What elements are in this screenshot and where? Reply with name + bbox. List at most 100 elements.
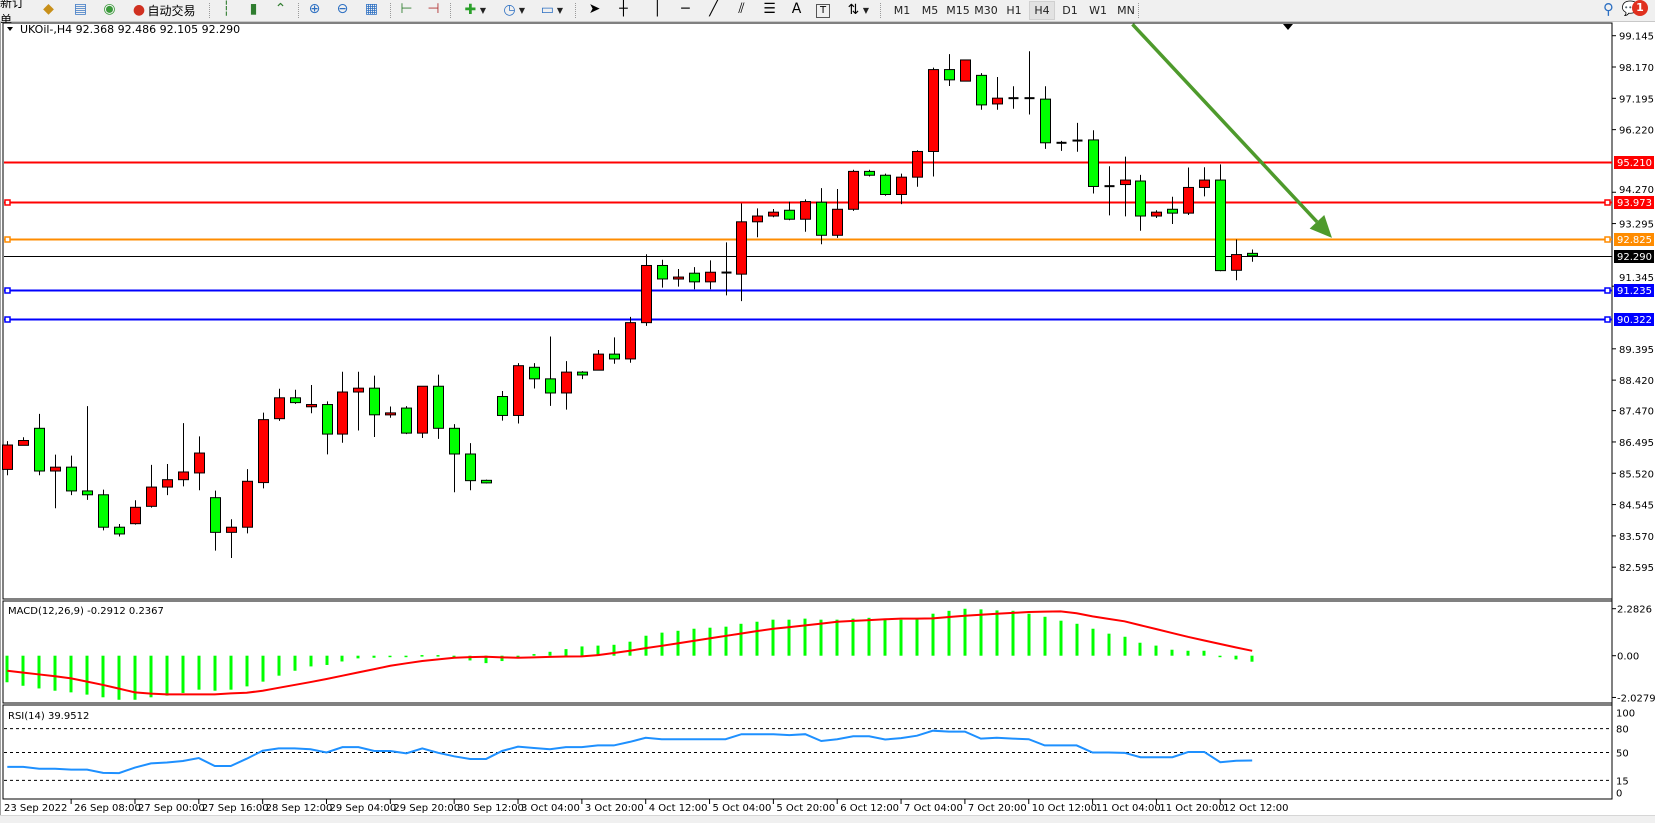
macd-bar [500, 655, 504, 662]
time-label: 28 Sep 12:00 [266, 803, 333, 814]
price-tick-label: 91.345 [1619, 273, 1654, 284]
timeframe-d1[interactable]: D1 [1062, 4, 1078, 17]
timeframe-m30[interactable]: M30 [974, 4, 998, 17]
auto-trading-label: 自动交易 [147, 4, 196, 18]
candlestick-icon[interactable]: ▮ [249, 1, 258, 17]
candle-body [1215, 179, 1226, 272]
macd-bar [1138, 642, 1142, 656]
candle [832, 189, 843, 238]
macd-bar [1107, 633, 1111, 656]
bar-chart-icon[interactable]: ┆ [222, 1, 231, 17]
timeframe-m5[interactable]: M5 [921, 4, 939, 17]
time-label: 4 Oct 12:00 [649, 803, 708, 814]
price-label: 92.290 [1617, 252, 1652, 263]
candle [736, 203, 747, 302]
candle-body [816, 201, 827, 236]
timeframe-m1[interactable]: M1 [893, 4, 911, 17]
trendline-icon[interactable]: ╱ [709, 1, 718, 17]
zoom-in-icon[interactable]: ⊕ [308, 1, 321, 17]
auto-scroll-icon[interactable]: ⊢ [400, 1, 413, 17]
timeframe-h4[interactable]: H4 [1029, 1, 1055, 20]
line-chart-icon[interactable]: ⌃ [274, 1, 287, 17]
time-label: 7 Oct 20:00 [968, 803, 1027, 814]
arrows-icon: ⇅ [847, 2, 860, 18]
text-label-icon[interactable]: T [816, 4, 830, 18]
periodicity-icon: ◷ [503, 2, 516, 18]
equidistant-channel-icon[interactable]: ⫽ [738, 1, 745, 17]
line-handle [4, 316, 11, 323]
candle-body [529, 366, 540, 380]
tile-windows-icon[interactable]: ▦ [364, 1, 379, 17]
price-tick-label: 86.495 [1619, 438, 1654, 449]
zoom-out-icon[interactable]: ⊖ [336, 1, 349, 17]
macd-bar [1027, 613, 1031, 656]
indicators-button[interactable]: ✚ ▼ [459, 1, 489, 20]
candle [1008, 86, 1019, 109]
candle-body [258, 419, 269, 484]
crosshair-icon[interactable]: ┼ [619, 1, 628, 17]
macd-bar [1011, 610, 1015, 656]
timeframe-h1[interactable]: H1 [1006, 4, 1022, 17]
candle [673, 269, 684, 287]
candle-body [82, 490, 93, 496]
chart-shift-icon[interactable]: ⊣ [427, 1, 440, 17]
candle-body [577, 371, 588, 376]
notification-badge[interactable]: 1 [1632, 0, 1648, 16]
price-tick-label: 97.195 [1619, 94, 1654, 105]
legend-collapse-icon[interactable] [7, 27, 13, 31]
macd-bar [963, 608, 967, 656]
candle [114, 524, 125, 537]
macd-bar [484, 655, 488, 664]
candle [593, 349, 604, 371]
vertical-line-icon[interactable]: │ [653, 1, 662, 17]
macd-bar [149, 655, 153, 698]
price-label: 95.210 [1617, 158, 1652, 169]
horizontal-line-icon[interactable]: ─ [681, 1, 690, 17]
macd-bar [53, 655, 57, 691]
navigator-icon[interactable]: ◉ [103, 1, 116, 17]
timeframe-w1[interactable]: W1 [1089, 4, 1107, 17]
candle-body [752, 215, 763, 223]
macd-bar [708, 627, 712, 656]
price-label: 93.973 [1617, 198, 1652, 209]
candle [178, 423, 189, 487]
candle [290, 389, 301, 404]
periodicity-button[interactable]: ◷ ▼ [498, 1, 528, 20]
macd-bar [931, 613, 935, 656]
line-handle [1604, 236, 1611, 243]
chart-shift-marker[interactable] [1283, 24, 1293, 30]
price-tick-label: 85.520 [1619, 469, 1654, 480]
macd-bar [1186, 650, 1190, 656]
text-icon[interactable]: A [788, 1, 805, 18]
macd-bar [612, 644, 616, 656]
arrows-button[interactable]: ⇅ ▼ [842, 1, 872, 20]
price-tick-label: 82.595 [1619, 563, 1654, 574]
candle-body [34, 427, 45, 472]
macd-bar [293, 655, 297, 671]
candle-body [337, 391, 348, 435]
fibonacci-icon[interactable]: ☰ [763, 1, 776, 17]
market-watch-icon[interactable]: ◆ [43, 1, 54, 17]
main-panel [2, 22, 1613, 600]
price-tick-label: 88.420 [1619, 376, 1654, 387]
time-label: 11 Oct 04:00 [1096, 803, 1161, 814]
data-window-icon[interactable]: ▤ [73, 1, 88, 17]
macd-bar [516, 655, 520, 658]
macd-bar [660, 632, 664, 656]
candle-body [226, 526, 237, 533]
rsi-tick-label: 100 [1616, 709, 1635, 720]
macd-signal-line [7, 610, 1253, 696]
price-label: 91.235 [1617, 286, 1652, 297]
search-icon[interactable]: ⚲ [1603, 0, 1614, 18]
rsi-tick-label: 15 [1616, 776, 1629, 787]
templates-button[interactable]: ▭ ▼ [536, 1, 566, 20]
macd-bar [165, 655, 169, 696]
timeframe-mn[interactable]: MN [1117, 4, 1135, 17]
timeframe-m15[interactable]: M15 [946, 4, 970, 17]
cursor-icon[interactable]: ➤ [588, 1, 601, 17]
auto-trading-button[interactable]: ● 自动交易 [128, 1, 198, 20]
price-tick-label: 89.395 [1619, 345, 1654, 356]
line-handle [1604, 316, 1611, 323]
macd-bar [596, 645, 600, 656]
